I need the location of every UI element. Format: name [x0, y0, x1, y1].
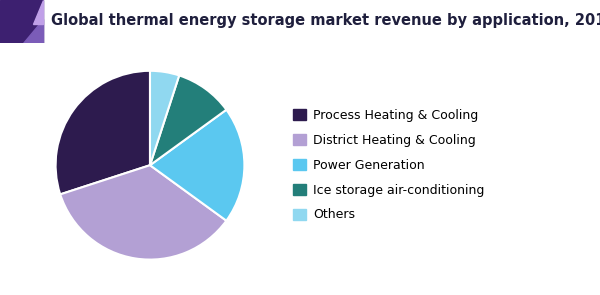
Polygon shape [0, 0, 43, 43]
Wedge shape [150, 76, 226, 165]
Wedge shape [60, 165, 226, 260]
Polygon shape [23, 19, 43, 43]
Wedge shape [150, 71, 179, 165]
Text: Global thermal energy storage market revenue by application, 2016 (%): Global thermal energy storage market rev… [51, 13, 600, 28]
Wedge shape [150, 110, 244, 221]
Wedge shape [56, 71, 150, 194]
Legend: Process Heating & Cooling, District Heating & Cooling, Power Generation, Ice sto: Process Heating & Cooling, District Heat… [293, 109, 485, 222]
Polygon shape [33, 0, 43, 24]
